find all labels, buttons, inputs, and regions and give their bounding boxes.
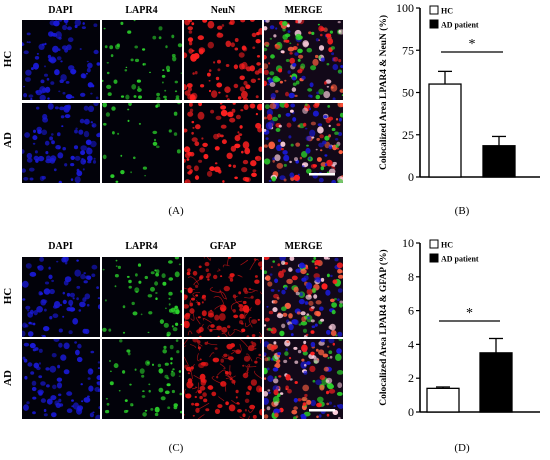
bottom-row-label-hc: HC (2, 287, 14, 305)
bottom-header-lapr4: LAPR4 (125, 241, 158, 252)
panel-label-b: (B) (454, 205, 470, 217)
y-tick-label: 4 (408, 337, 414, 351)
panel-label-d: (D) (454, 442, 470, 454)
legend-swatch (429, 239, 439, 249)
y-tick-label: 50 (402, 86, 414, 100)
bottom-header-merge: MERGE (284, 241, 323, 252)
top-header-neun: NeuN (210, 5, 236, 16)
legend-label: AD patient (441, 255, 479, 264)
chart-b-neun-colocalization: 0 25 50 75 100 Colocalized Area LPAR4 & NeuN … (378, 1, 540, 184)
micrograph-tile-lapr4 (102, 339, 182, 419)
micrograph-tile-dapi (22, 257, 100, 337)
bar-hc (428, 83, 462, 178)
top-header-dapi: DAPI (48, 5, 73, 16)
micrograph-tile-merge (264, 257, 343, 337)
micrograph-tile-merge (264, 339, 343, 419)
micrograph-tile-lapr4 (102, 257, 182, 337)
scale-bar (309, 409, 335, 412)
scale-bar (309, 173, 335, 176)
top-header-merge: MERGE (284, 5, 323, 16)
legend-swatch (429, 19, 439, 29)
legend-label: AD patient (441, 21, 479, 30)
bottom-header-gfap: GFAP (209, 241, 237, 252)
y-tick-label: 0 (408, 405, 414, 419)
top-row-label-ad: AD (2, 132, 14, 148)
panel-label-c: (C) (168, 442, 184, 454)
y-tick-label: 100 (396, 1, 414, 15)
micrograph-tile-lapr4 (102, 20, 182, 100)
chart-d-gfap-colocalization: 0 2 4 6 8 10 Colocalized Area LPAR4 & GFAP (%)… (378, 236, 540, 419)
panel-label-a: (A) (168, 205, 184, 217)
y-tick-label: 8 (408, 270, 414, 284)
bar-ad-patient (482, 145, 516, 178)
micrograph-tile-dapi (22, 103, 100, 183)
y-tick-label: 2 (408, 371, 414, 385)
micrograph-tile-lapr4 (102, 103, 182, 183)
y-tick-label: 6 (408, 304, 414, 318)
micrograph-tile-merge (264, 103, 343, 183)
bar-ad-patient (479, 352, 513, 413)
micrograph-tile-dapi (22, 339, 100, 419)
y-axis-label: Colocalized Area LPAR4 & NeuN (%) (378, 15, 389, 170)
micrograph-tile-gfap (184, 339, 262, 419)
micrograph-tile-dapi (22, 20, 100, 100)
legend-swatch (429, 253, 439, 263)
y-axis-label: Colocalized Area LPAR4 & GFAP (%) (378, 249, 389, 405)
micrograph-tile-neun (184, 103, 262, 183)
y-tick-label: 25 (402, 128, 414, 142)
y-tick-label: 75 (402, 43, 414, 57)
top-header-lapr4: LAPR4 (125, 5, 158, 16)
legend-label: HC (441, 241, 453, 250)
significance-star: * (466, 306, 473, 321)
bar-hc (426, 387, 460, 413)
bottom-header-dapi: DAPI (48, 241, 73, 252)
legend-label: HC (441, 7, 453, 16)
significance-star: * (469, 37, 476, 52)
y-tick-label: 0 (408, 170, 414, 184)
micrograph-tile-gfap (184, 257, 262, 337)
bottom-row-label-ad: AD (2, 370, 14, 386)
micrograph-tile-merge (264, 20, 343, 100)
y-tick-label: 10 (402, 236, 414, 250)
legend-swatch (429, 5, 439, 15)
micrograph-tile-neun (184, 20, 262, 100)
top-row-label-hc: HC (2, 50, 14, 68)
